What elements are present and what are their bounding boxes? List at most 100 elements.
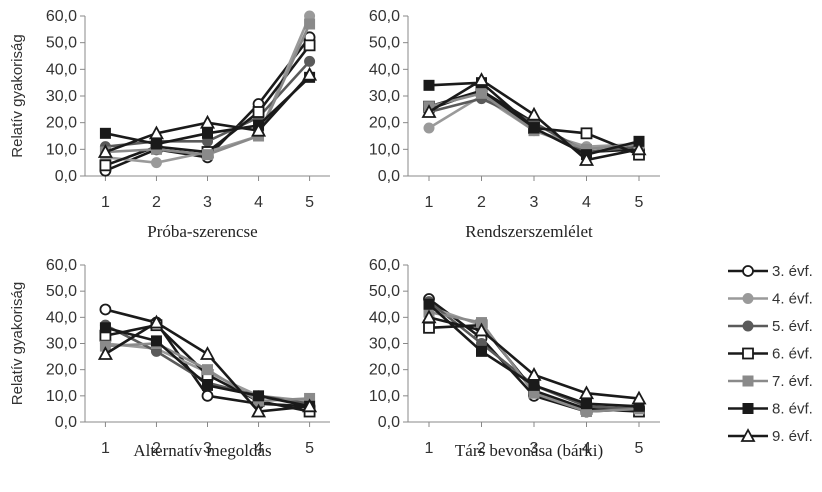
- data-point: [423, 79, 435, 91]
- legend-label: 7. évf.: [772, 373, 813, 390]
- data-point: [303, 39, 316, 52]
- data-point: [423, 298, 435, 310]
- data-point: [99, 303, 112, 316]
- panel-title: Próba-szerencse: [147, 222, 257, 241]
- data-point: [526, 367, 542, 381]
- y-tick-label: 40,0: [369, 309, 400, 326]
- data-point: [304, 55, 316, 67]
- y-axis-label: Relatív gyakoriság: [9, 282, 26, 405]
- series-9vf: [97, 66, 318, 158]
- y-tick-label: 60,0: [369, 257, 400, 274]
- legend-marker: [742, 293, 754, 304]
- data-point: [97, 346, 113, 360]
- data-point: [631, 141, 647, 156]
- legend-label: 9. évf.: [772, 428, 813, 445]
- legend-item: 3. évf.: [728, 263, 813, 280]
- y-tick-label: 0,0: [378, 168, 400, 185]
- chart-panel-4: 0,0 10,0 20,0 30,0 40,0 50,0 60,0 1 2 3 4 5 Társ bev…: [369, 257, 660, 460]
- chart-panel-3: 0,0 10,0 20,0 30,0 40,0 50,0 60,0 1 2 3 4 5 Relatív …: [9, 257, 330, 460]
- legend-item: 6. évf.: [728, 346, 813, 363]
- y-tick-label: 50,0: [369, 283, 400, 300]
- y-tick-label: 0,0: [378, 414, 400, 431]
- data-point: [202, 127, 213, 139]
- data-point: [581, 398, 592, 410]
- data-point: [150, 335, 162, 347]
- y-tick-label: 0,0: [55, 168, 77, 185]
- x-tick-label: 3: [203, 194, 212, 211]
- legend: 3. évf. 4. évf. 5. évf. 6. évf. 7. évf. 8. év…: [728, 263, 813, 445]
- data-point: [99, 127, 111, 139]
- legend-item: 8. évf.: [728, 401, 813, 418]
- x-tick-label: 5: [305, 194, 314, 211]
- y-tick-label: 40,0: [369, 61, 400, 78]
- data-point: [150, 157, 162, 169]
- data-point: [302, 66, 318, 81]
- y-tick-label: 20,0: [46, 115, 77, 132]
- data-point: [631, 390, 647, 405]
- data-point: [578, 152, 595, 166]
- data-point: [304, 18, 316, 30]
- x-tick-label: 4: [582, 440, 591, 457]
- legend-label: 4. évf.: [772, 291, 813, 308]
- x-tick-label: 5: [635, 194, 644, 211]
- data-point: [202, 379, 213, 391]
- panel-title: Rendszerszemlélet: [465, 222, 593, 241]
- legend-marker: [742, 265, 754, 277]
- y-tick-label: 30,0: [369, 336, 400, 353]
- x-tick-label: 1: [101, 194, 110, 211]
- y-tick-label: 0,0: [55, 414, 77, 431]
- y-tick-label: 10,0: [369, 388, 400, 405]
- data-point: [580, 127, 593, 140]
- legend-item: 7. évf.: [728, 373, 813, 390]
- data-point: [201, 389, 214, 402]
- y-tick-label: 30,0: [46, 336, 77, 353]
- data-point: [99, 159, 112, 172]
- legend-label: 6. évf.: [772, 346, 813, 363]
- data-point: [199, 114, 216, 129]
- data-point: [526, 106, 542, 121]
- y-tick-label: 60,0: [369, 8, 400, 25]
- data-point: [578, 385, 595, 400]
- data-point: [199, 346, 216, 360]
- legend-label: 3. évf.: [772, 263, 813, 280]
- y-tick-label: 60,0: [46, 257, 77, 274]
- legend-marker: [742, 320, 754, 332]
- chart-panel-1: 0,0 10,0 20,0 30,0 40,0 50,0 60,0 1 2 3 4 5 Relatív …: [9, 8, 330, 241]
- x-tick-label: 3: [203, 440, 212, 457]
- data-point: [202, 364, 213, 376]
- data-point: [251, 122, 267, 137]
- data-point: [253, 390, 265, 402]
- legend-item: 4. évf.: [728, 291, 813, 308]
- x-tick-label: 2: [152, 440, 161, 457]
- legend-label: 8. évf.: [772, 401, 813, 418]
- data-point: [528, 122, 540, 134]
- data-point: [150, 138, 162, 150]
- y-tick-label: 50,0: [46, 35, 77, 52]
- data-point: [421, 104, 437, 118]
- legend-marker: [742, 375, 754, 387]
- data-point: [473, 322, 490, 337]
- panel-title: Társ bevonása (bárki): [455, 441, 603, 460]
- data-point: [202, 149, 213, 161]
- data-point: [473, 72, 490, 86]
- data-point: [423, 122, 435, 134]
- panel-title: Alternatív megoldás: [133, 441, 271, 460]
- data-point: [423, 321, 435, 334]
- y-axis-label: Relatív gyakoriság: [9, 34, 26, 157]
- legend-marker: [742, 347, 754, 360]
- data-point: [251, 403, 267, 418]
- y-tick-label: 20,0: [369, 362, 400, 379]
- y-tick-label: 40,0: [46, 309, 77, 326]
- x-tick-label: 4: [254, 194, 263, 211]
- data-point: [476, 87, 487, 99]
- y-tick-label: 20,0: [46, 362, 77, 379]
- x-tick-label: 1: [425, 440, 434, 457]
- x-tick-label: 5: [305, 440, 314, 457]
- data-point: [97, 144, 113, 158]
- legend-marker: [742, 403, 754, 414]
- x-tick-label: 5: [635, 440, 644, 457]
- y-tick-label: 10,0: [369, 141, 400, 158]
- data-point: [421, 309, 437, 324]
- y-tick-label: 30,0: [46, 88, 77, 105]
- x-tick-label: 4: [254, 440, 263, 457]
